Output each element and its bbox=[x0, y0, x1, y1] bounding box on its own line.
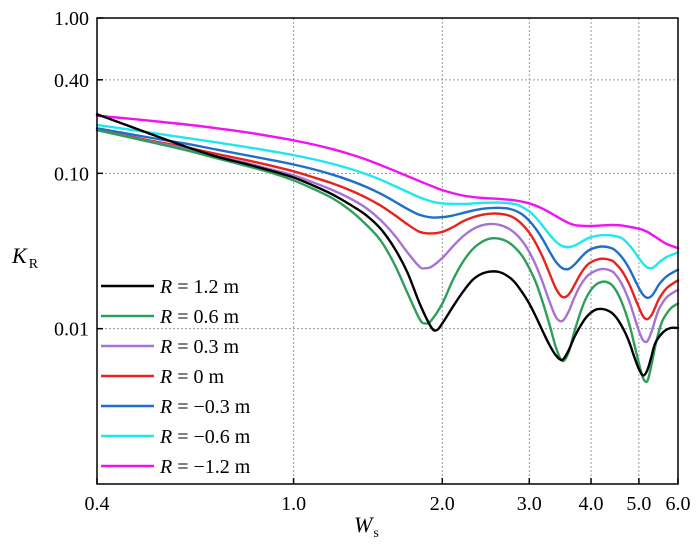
x-tick-label: 2.0 bbox=[430, 493, 455, 515]
legend-label-0: R = 1.2 m bbox=[159, 276, 239, 298]
legend-label-1: R = 0.6 m bbox=[159, 306, 239, 328]
x-axis-label-main: W bbox=[354, 512, 374, 537]
y-tick-label: 0.10 bbox=[54, 163, 89, 185]
x-tick-label: 5.0 bbox=[626, 493, 651, 515]
series-line-6 bbox=[95, 114, 680, 250]
x-tick-label: 3.0 bbox=[517, 493, 542, 515]
x-tick-label: 6.0 bbox=[666, 493, 691, 515]
series-line-5 bbox=[95, 123, 680, 270]
y-tick-label: 1.00 bbox=[54, 8, 89, 30]
legend-label-4: R = −0.3 m bbox=[159, 396, 251, 418]
grid-layer bbox=[97, 18, 678, 484]
series-line-1 bbox=[95, 128, 680, 384]
legend-label-5: R = −0.6 m bbox=[159, 426, 251, 448]
x-tick-label: 0.4 bbox=[85, 493, 110, 515]
legend: R = 1.2 m R = 0.6 m R = 0.3 m R = 0 m R = −0… bbox=[101, 276, 251, 478]
legend-label-3: R = 0 m bbox=[159, 366, 224, 388]
series-line-0 bbox=[95, 113, 680, 377]
y-axis-label-main: K bbox=[11, 243, 28, 268]
y-tick-label: 0.01 bbox=[54, 319, 89, 341]
y-axis-label-sub: R bbox=[29, 257, 39, 272]
legend-label-6: R = −1.2 m bbox=[159, 456, 251, 478]
x-tick-label: 4.0 bbox=[579, 493, 604, 515]
legend-label-2: R = 0.3 m bbox=[159, 336, 239, 358]
series-line-4 bbox=[95, 127, 680, 300]
plot-frame bbox=[96, 17, 679, 485]
series-layer bbox=[95, 113, 680, 384]
x-tick-label: 1.0 bbox=[281, 493, 306, 515]
tick-layer: 0.4 1.0 2.0 3.0 4.0 5.0 6.0 0.01 0.10 0.40 1.00 bbox=[54, 8, 691, 515]
series-line-3 bbox=[95, 128, 680, 321]
y-tick-label: 0.40 bbox=[54, 70, 89, 92]
x-axis-label-sub: s bbox=[373, 526, 378, 541]
series-line-2 bbox=[95, 128, 680, 344]
x-axis-label: Ws bbox=[354, 512, 379, 541]
